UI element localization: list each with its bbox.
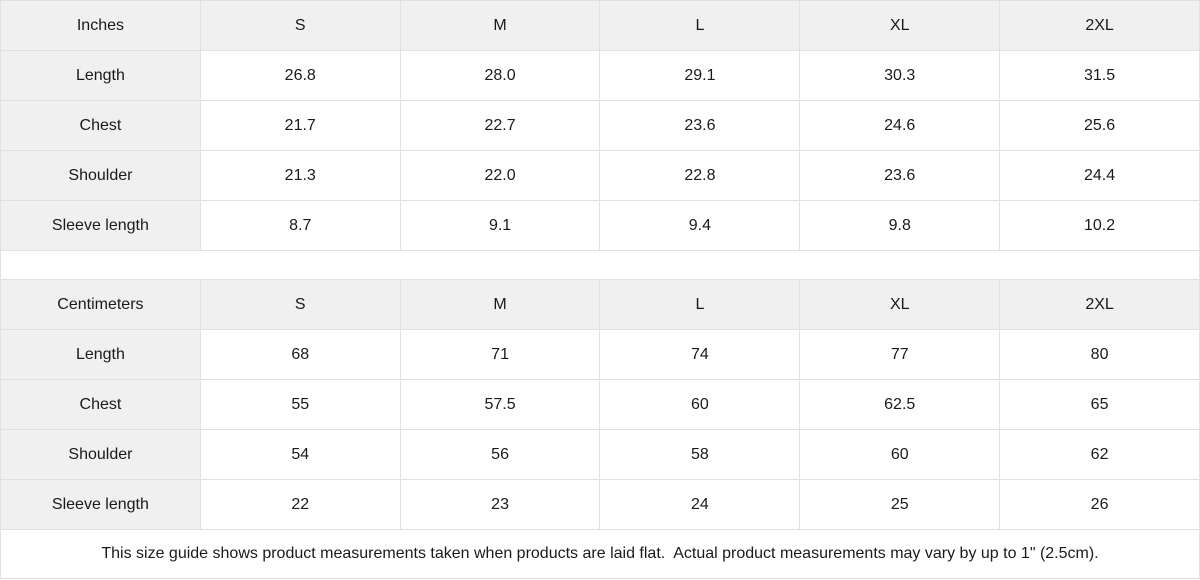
- measurement-cell: 9.1: [399, 200, 601, 251]
- measurement-cell: 71: [399, 329, 601, 380]
- measurement-cell: 54: [199, 429, 401, 480]
- size-header-cell: XL: [799, 0, 1001, 51]
- size-header-cell: S: [199, 0, 401, 51]
- row-label: Chest: [0, 379, 201, 430]
- table-row: Chest 55 57.5 60 62.5 65: [0, 379, 1200, 430]
- measurement-cell: 22.0: [399, 150, 601, 201]
- row-label: Sleeve length: [0, 479, 201, 530]
- measurement-cell: 23.6: [599, 100, 801, 151]
- measurement-cell: 28.0: [399, 50, 601, 101]
- measurement-cell: 24: [599, 479, 801, 530]
- measurement-cell: 9.4: [599, 200, 801, 251]
- table-header-row: Centimeters S M L XL 2XL: [0, 279, 1200, 330]
- measurement-cell: 22.7: [399, 100, 601, 151]
- measurement-cell: 10.2: [999, 200, 1200, 251]
- table-row: Length 26.8 28.0 29.1 30.3 31.5: [0, 50, 1200, 101]
- measurement-cell: 25.6: [999, 100, 1200, 151]
- row-label: Length: [0, 329, 201, 380]
- measurement-cell: 58: [599, 429, 801, 480]
- measurement-cell: 25: [799, 479, 1001, 530]
- measurement-cell: 8.7: [199, 200, 401, 251]
- measurement-cell: 55: [199, 379, 401, 430]
- row-label: Chest: [0, 100, 201, 151]
- centimeters-size-table: Centimeters S M L XL 2XL Length 68 71 74…: [0, 279, 1200, 530]
- measurement-cell: 77: [799, 329, 1001, 380]
- size-header-cell: 2XL: [999, 0, 1200, 51]
- measurement-cell: 22: [199, 479, 401, 530]
- row-label: Sleeve length: [0, 200, 201, 251]
- measurement-cell: 21.7: [199, 100, 401, 151]
- row-label: Shoulder: [0, 429, 201, 480]
- measurement-cell: 57.5: [399, 379, 601, 430]
- size-header-cell: S: [199, 279, 401, 330]
- measurement-cell: 30.3: [799, 50, 1001, 101]
- measurement-cell: 23: [399, 479, 601, 530]
- table-row: Shoulder 54 56 58 60 62: [0, 429, 1200, 480]
- measurement-cell: 56: [399, 429, 601, 480]
- table-row: Length 68 71 74 77 80: [0, 329, 1200, 380]
- size-header-cell: L: [599, 0, 801, 51]
- measurement-cell: 60: [799, 429, 1001, 480]
- table-row: Shoulder 21.3 22.0 22.8 23.6 24.4: [0, 150, 1200, 201]
- measurement-cell: 60: [599, 379, 801, 430]
- table-row: Chest 21.7 22.7 23.6 24.6 25.6: [0, 100, 1200, 151]
- measurement-cell: 9.8: [799, 200, 1001, 251]
- measurement-cell: 80: [999, 329, 1200, 380]
- table-gap-spacer: [0, 251, 1200, 279]
- measurement-cell: 65: [999, 379, 1200, 430]
- unit-header-cell: Inches: [0, 0, 201, 51]
- measurement-cell: 74: [599, 329, 801, 380]
- measurement-cell: 29.1: [599, 50, 801, 101]
- size-header-cell: M: [399, 279, 601, 330]
- size-header-cell: 2XL: [999, 279, 1200, 330]
- size-header-cell: XL: [799, 279, 1001, 330]
- row-label: Shoulder: [0, 150, 201, 201]
- table-row: Sleeve length 8.7 9.1 9.4 9.8 10.2: [0, 200, 1200, 251]
- measurement-cell: 68: [199, 329, 401, 380]
- table-header-row: Inches S M L XL 2XL: [0, 0, 1200, 51]
- measurement-cell: 24.4: [999, 150, 1200, 201]
- unit-header-cell: Centimeters: [0, 279, 201, 330]
- measurement-cell: 23.6: [799, 150, 1001, 201]
- measurement-cell: 62.5: [799, 379, 1001, 430]
- measurement-cell: 26: [999, 479, 1200, 530]
- table-row: Sleeve length 22 23 24 25 26: [0, 479, 1200, 530]
- measurement-cell: 62: [999, 429, 1200, 480]
- inches-size-table: Inches S M L XL 2XL Length 26.8 28.0 29.…: [0, 0, 1200, 251]
- measurement-cell: 26.8: [199, 50, 401, 101]
- size-header-cell: L: [599, 279, 801, 330]
- size-guide-note: This size guide shows product measuremen…: [0, 530, 1200, 579]
- measurement-cell: 31.5: [999, 50, 1200, 101]
- measurement-cell: 24.6: [799, 100, 1001, 151]
- measurement-cell: 22.8: [599, 150, 801, 201]
- measurement-cell: 21.3: [199, 150, 401, 201]
- size-header-cell: M: [399, 0, 601, 51]
- row-label: Length: [0, 50, 201, 101]
